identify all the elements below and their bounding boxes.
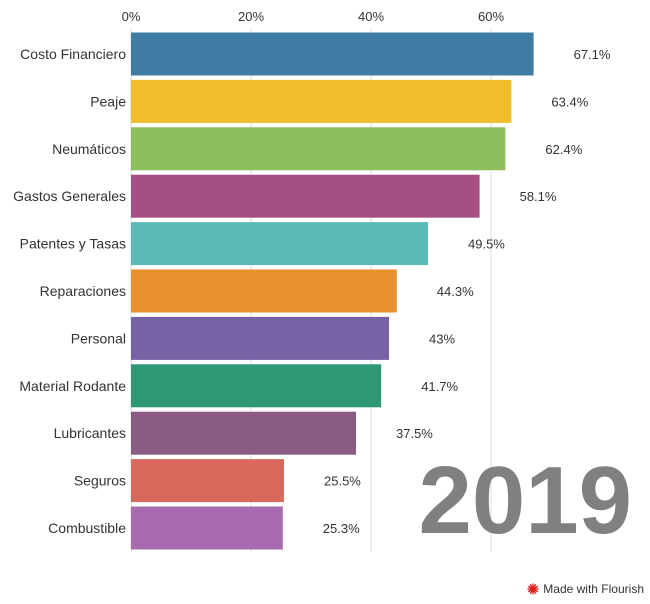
- flourish-icon: [527, 583, 539, 595]
- flourish-icon-center: [530, 586, 536, 592]
- value-label: 63.4%: [551, 94, 588, 109]
- x-tick-label: 60%: [478, 9, 504, 24]
- value-label: 44.3%: [437, 284, 474, 299]
- value-label: 49.5%: [468, 237, 505, 252]
- bar: [131, 316, 389, 360]
- x-tick-label: 0%: [122, 9, 141, 24]
- bar: [131, 222, 428, 266]
- category-label: Lubricantes: [54, 425, 126, 441]
- value-label: 37.5%: [396, 426, 433, 441]
- category-label: Patentes y Tasas: [20, 236, 126, 252]
- bar: [131, 79, 512, 123]
- value-label: 58.1%: [520, 189, 557, 204]
- made-with-flourish-credit[interactable]: Made with Flourish: [527, 582, 644, 596]
- x-tick-label: 20%: [238, 9, 264, 24]
- value-label: 25.5%: [324, 474, 361, 489]
- x-tick-label: 40%: [358, 9, 384, 24]
- value-label: 67.1%: [574, 47, 611, 62]
- bar: [131, 127, 506, 171]
- bar: [131, 174, 480, 218]
- value-label: 62.4%: [545, 142, 582, 157]
- bar: [131, 32, 534, 76]
- category-label: Reparaciones: [40, 283, 126, 299]
- bar: [131, 364, 382, 408]
- value-label: 41.7%: [421, 379, 458, 394]
- category-label: Combustible: [48, 520, 126, 536]
- bar: [131, 459, 284, 503]
- year-label: 2019: [418, 447, 632, 554]
- category-label: Seguros: [74, 473, 126, 489]
- credit-text: Made with Flourish: [543, 582, 644, 596]
- category-label: Neumáticos: [52, 141, 126, 157]
- category-label: Costo Financiero: [20, 46, 126, 62]
- category-label: Personal: [71, 330, 126, 346]
- bar: [131, 411, 356, 455]
- bar: [131, 269, 397, 313]
- bar: [131, 506, 283, 550]
- value-label: 25.3%: [323, 521, 360, 536]
- category-label: Gastos Generales: [13, 188, 126, 204]
- category-label: Peaje: [90, 93, 126, 109]
- value-label: 43%: [429, 331, 455, 346]
- category-label: Material Rodante: [19, 378, 126, 394]
